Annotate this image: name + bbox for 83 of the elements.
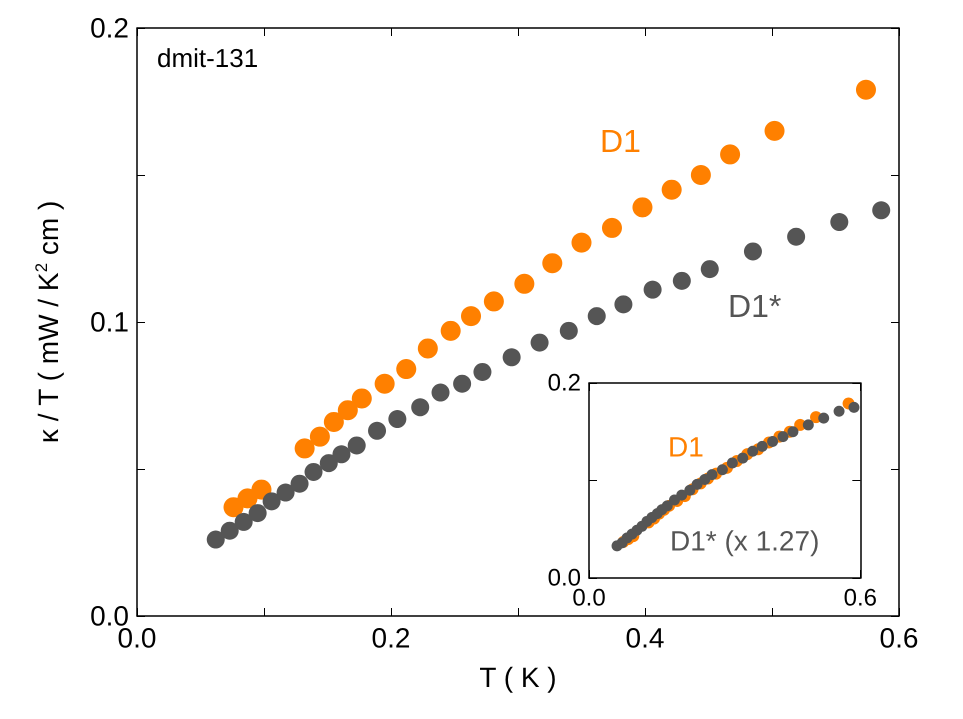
point [418, 338, 438, 358]
point [324, 412, 344, 432]
point [294, 438, 315, 458]
point [848, 402, 860, 413]
point [802, 419, 814, 430]
point [473, 362, 492, 381]
point [690, 165, 711, 185]
point [572, 232, 592, 253]
point [756, 440, 768, 452]
point [352, 388, 372, 408]
point [720, 144, 740, 164]
x-tick-label: 0.6 [880, 622, 918, 654]
series-label: D1* [728, 288, 782, 324]
point [676, 490, 688, 501]
point [374, 374, 395, 394]
point [514, 274, 534, 294]
point [530, 334, 549, 352]
point [644, 280, 662, 299]
point [787, 426, 798, 438]
point [662, 180, 682, 200]
point [560, 322, 578, 340]
point [290, 474, 309, 493]
point [672, 272, 691, 290]
point [338, 400, 358, 420]
x-tick-label: 0.2 [372, 622, 410, 654]
point [614, 295, 632, 314]
point [767, 436, 778, 447]
point [251, 480, 272, 500]
point [542, 253, 562, 274]
point [872, 201, 890, 220]
point [368, 422, 386, 440]
point [834, 406, 845, 417]
point [602, 218, 622, 238]
point [764, 120, 785, 141]
point [396, 359, 416, 380]
point [700, 260, 719, 278]
point [411, 398, 430, 416]
point [388, 410, 406, 428]
point [461, 306, 482, 326]
point [726, 457, 738, 468]
point [692, 478, 703, 490]
point [310, 426, 330, 447]
point [684, 484, 696, 496]
point [778, 431, 788, 442]
point [432, 384, 450, 402]
point [588, 307, 606, 326]
point [787, 228, 806, 246]
point [320, 454, 338, 472]
series-label: D1 [668, 432, 704, 462]
x-tick-label: 0.6 [844, 584, 878, 612]
point [747, 446, 758, 457]
point [744, 242, 762, 260]
point [220, 522, 239, 540]
point [856, 80, 876, 100]
point [737, 452, 748, 464]
y-tick-label: 0.2 [90, 12, 129, 44]
point [248, 504, 267, 522]
point [224, 497, 244, 518]
point [276, 484, 295, 502]
series-label: D1 [600, 123, 641, 159]
point [238, 488, 258, 508]
y-tick-label: 0.1 [90, 306, 129, 338]
point [304, 462, 323, 481]
point [262, 492, 281, 510]
point [662, 500, 673, 512]
y-axis-title: κ / T ( mW / K2 cm ) [32, 200, 64, 444]
point [332, 445, 350, 464]
series-label: D1* (x 1.27) [670, 526, 820, 556]
point [348, 436, 366, 454]
x-tick-label: 0.4 [626, 622, 664, 654]
annotation: dmit-131 [157, 43, 258, 73]
point [453, 374, 472, 393]
point [818, 412, 830, 424]
point [502, 348, 521, 366]
point [830, 213, 848, 232]
point [440, 320, 461, 341]
point [234, 512, 253, 531]
point [632, 197, 652, 218]
point [206, 530, 225, 549]
point [716, 464, 728, 476]
point [706, 469, 718, 480]
point [484, 291, 504, 312]
x-axis-title: T ( K ) [479, 662, 557, 694]
